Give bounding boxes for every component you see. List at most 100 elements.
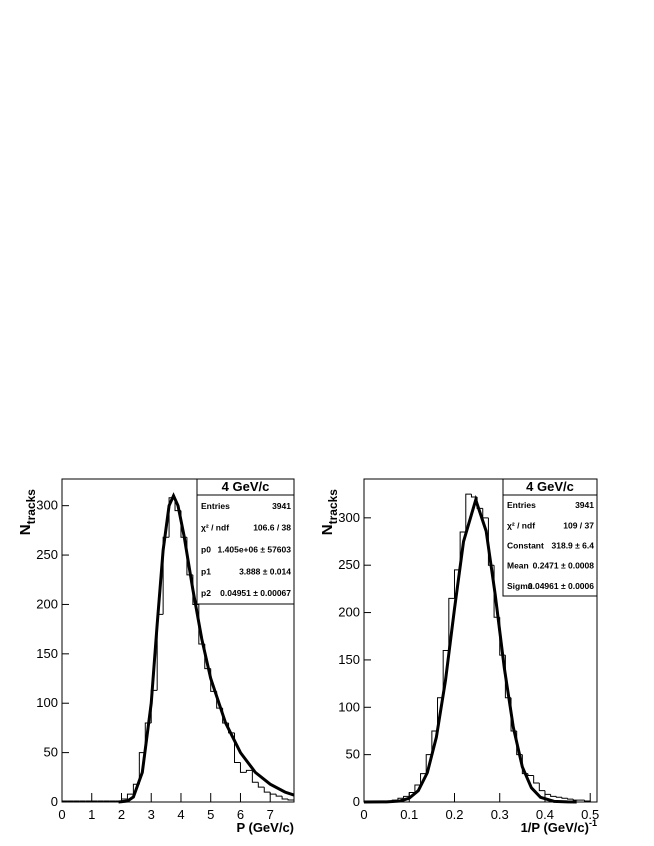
stats-title: 4 GeV/c [526, 479, 574, 494]
stats-value: 106.6 / 38 [253, 523, 291, 533]
histogram-bin [61, 800, 68, 802]
histogram-bin [275, 794, 283, 797]
x-tick-label: 6 [237, 807, 244, 822]
histogram-bin [555, 796, 562, 798]
y-tick-label: 0 [51, 794, 58, 809]
histogram-bin [245, 769, 253, 773]
y-axis-title-sub: tracks [24, 489, 38, 525]
histogram-bin [533, 775, 540, 784]
stats-label: χ² / ndf [201, 523, 229, 533]
histogram-bin [403, 795, 410, 799]
y-tick-label: 250 [338, 557, 360, 572]
histogram-bin [567, 798, 574, 800]
histogram-bin [527, 773, 534, 776]
histogram-bin [442, 649, 449, 698]
x-tick-label: 0.4 [536, 807, 554, 822]
x-tick-label: 0 [58, 807, 65, 822]
plot-frame [363, 478, 598, 803]
stats-label: Entries [507, 500, 536, 510]
x-axis-title: P (GeV/c) [236, 820, 294, 835]
y-tick-label: 0 [353, 794, 360, 809]
x-tick-label: 0.2 [445, 807, 463, 822]
x-tick-label: 3 [148, 807, 155, 822]
histogram-bin [269, 792, 277, 795]
x-axis-title-text: 1/P (GeV/c) [521, 820, 589, 835]
stats-value: 0.2471 ± 0.0008 [533, 561, 595, 571]
histogram-bin [448, 597, 455, 651]
y-tick-label: 100 [338, 699, 360, 714]
x-tick-label: 0.3 [491, 807, 509, 822]
stats-box [502, 478, 598, 597]
x-tick-label: 0.5 [581, 807, 599, 822]
x-axis-title-text: P (GeV/c) [236, 820, 294, 835]
histogram-bin [414, 784, 421, 793]
y-axis-title-sub: tracks [326, 489, 340, 525]
histogram-bin [538, 783, 545, 792]
histogram-bin [561, 797, 568, 799]
y-axis-title: Ntracks [319, 489, 340, 536]
x-tick-label: 2 [118, 807, 125, 822]
y-tick-label: 150 [36, 646, 58, 661]
y-tick-label: 300 [36, 498, 58, 513]
histogram-bin [572, 799, 579, 801]
stats-value: 3.888 ± 0.014 [239, 566, 291, 576]
histogram-bin [397, 797, 404, 801]
y-axis-title: Ntracks [17, 489, 38, 536]
y-tick-label: 300 [338, 510, 360, 525]
stats-label: Mean [507, 561, 529, 571]
fit-curve [118, 492, 295, 804]
x-tick-label: 7 [267, 807, 274, 822]
plot-frame [61, 478, 295, 803]
stats-label: Sigma [507, 581, 533, 591]
histogram-bin [257, 782, 265, 788]
stats-value: 3941 [272, 501, 291, 511]
stats-label: p1 [201, 566, 211, 576]
stats-value: 318.9 ± 6.4 [552, 541, 595, 551]
stats-label: χ² / ndf [507, 520, 535, 530]
histogram-bin [162, 536, 170, 615]
histogram-bin [263, 787, 271, 793]
histogram-bin [544, 790, 551, 795]
histogram-bin [281, 796, 289, 800]
y-tick-label: 150 [338, 652, 360, 667]
histogram-bin [239, 762, 247, 773]
stats-value: 3941 [575, 500, 594, 510]
histogram-bin [408, 792, 415, 797]
stats-label: Constant [507, 541, 544, 551]
stats-box [196, 478, 295, 605]
stats-value: 109 / 37 [563, 520, 594, 530]
x-tick-label: 0 [360, 807, 367, 822]
histogram-bin [470, 494, 478, 498]
histogram-bin [126, 793, 134, 800]
histogram-bin [550, 794, 557, 797]
stats-label: p0 [201, 545, 211, 555]
histogram-bin [584, 800, 591, 802]
stats-label: p2 [201, 588, 211, 598]
histogram-bin [425, 754, 432, 774]
x-tick-label: 5 [207, 807, 214, 822]
stats-value: 0.04951 ± 0.00067 [220, 588, 291, 598]
histogram-bin [138, 752, 146, 785]
y-axis-title-text: N [319, 524, 336, 535]
histogram-bin [420, 773, 427, 785]
fit-curve [363, 494, 577, 804]
y-tick-label: 200 [36, 596, 58, 611]
y-tick-label: 50 [44, 745, 58, 760]
stats-value: 0.04961 ± 0.0006 [528, 581, 594, 591]
stats-label: Entries [201, 501, 230, 511]
y-tick-label: 250 [36, 547, 58, 562]
stats-title: 4 GeV/c [222, 479, 270, 494]
histogram-bin [251, 770, 259, 783]
histogram-bin [465, 493, 472, 533]
histogram-bin [431, 730, 438, 755]
x-axis-title: 1/P (GeV/c)-1 [521, 818, 597, 835]
y-tick-label: 100 [36, 695, 58, 710]
x-tick-label: 0.1 [400, 807, 418, 822]
x-axis-title-sup: -1 [589, 818, 597, 828]
stats-value: 1.405e+06 ± 57603 [218, 545, 292, 555]
y-tick-label: 50 [346, 747, 360, 762]
x-tick-label: 1 [88, 807, 95, 822]
histogram-bin [287, 799, 295, 802]
y-axis-title-text: N [17, 524, 34, 535]
